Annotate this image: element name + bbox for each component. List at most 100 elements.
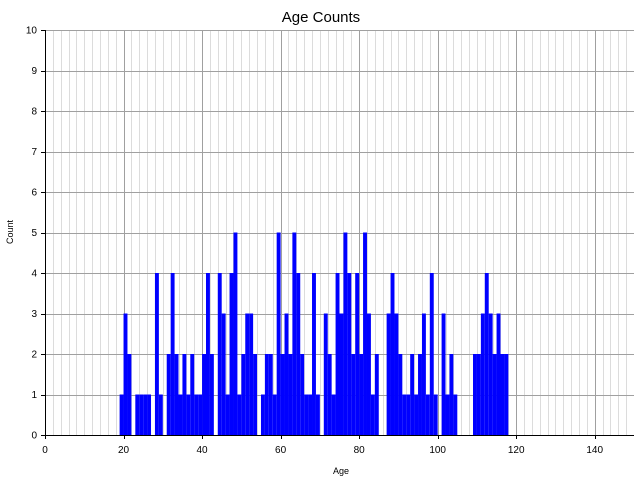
histogram-bar <box>143 394 148 435</box>
histogram-bar <box>492 354 497 435</box>
histogram-bar <box>260 394 265 435</box>
x-tick-label: 120 <box>508 445 525 456</box>
histogram-bar <box>374 354 379 435</box>
histogram-bar <box>154 273 159 435</box>
histogram-bar <box>264 354 269 435</box>
x-tick-label: 0 <box>42 445 48 456</box>
y-tick-label: 8 <box>31 107 37 118</box>
histogram-bar <box>174 354 179 435</box>
histogram-bar <box>484 273 489 435</box>
x-tick-labels: 0 20 40 60 80 100 120 140 <box>42 435 604 456</box>
x-tick-label: 80 <box>354 445 366 456</box>
y-tick-labels: 0 1 2 3 4 5 6 7 8 9 10 <box>26 26 45 442</box>
histogram-bar <box>284 313 289 435</box>
histogram-bar <box>233 232 238 435</box>
histogram-bar <box>119 394 124 435</box>
histogram-bar <box>327 354 332 435</box>
histogram-bar <box>209 354 214 435</box>
histogram-bar <box>441 313 446 435</box>
histogram-bar <box>241 354 246 435</box>
histogram-bar <box>135 394 140 435</box>
histogram-bar <box>394 313 399 435</box>
histogram-bar <box>406 394 411 435</box>
histogram-bar <box>190 354 195 435</box>
histogram-bar <box>355 273 360 435</box>
y-tick-label: 7 <box>31 147 37 158</box>
bars <box>119 232 509 435</box>
x-tick-label: 40 <box>197 445 209 456</box>
histogram-bar <box>139 394 144 435</box>
histogram-bar <box>351 354 356 435</box>
histogram-bar <box>280 354 285 435</box>
histogram-bar <box>449 354 454 435</box>
x-axis-label: Age <box>333 466 349 476</box>
histogram-bar <box>127 354 132 435</box>
histogram-bar <box>323 313 328 435</box>
histogram-bar <box>221 313 226 435</box>
histogram-bar <box>480 313 485 435</box>
histogram-bar <box>386 313 391 435</box>
x-tick-label: 140 <box>586 445 603 456</box>
histogram-bar <box>272 394 277 435</box>
histogram-bar <box>418 354 422 435</box>
histogram-bar <box>205 273 210 435</box>
histogram-bar <box>300 354 305 435</box>
x-tick-label: 60 <box>275 445 287 456</box>
histogram-bar <box>429 273 434 435</box>
y-tick-label: 0 <box>31 431 37 442</box>
y-tick-label: 4 <box>31 269 37 280</box>
histogram-bar <box>308 394 313 435</box>
histogram-bar <box>476 354 481 435</box>
histogram-bar <box>343 232 348 435</box>
y-tick-label: 9 <box>31 66 37 77</box>
histogram-bar <box>166 354 171 435</box>
histogram-bar <box>123 313 128 435</box>
y-axis-label: Count <box>5 220 15 245</box>
histogram-bar <box>245 313 250 435</box>
histogram-bar <box>253 354 258 435</box>
histogram-bar <box>433 394 438 435</box>
histogram-bar <box>178 394 183 435</box>
histogram-bar <box>194 394 199 435</box>
histogram-bar <box>496 313 501 435</box>
x-tick-label: 20 <box>118 445 130 456</box>
histogram-bar <box>347 273 352 435</box>
histogram-bar <box>225 394 230 435</box>
histogram-bar <box>304 394 309 435</box>
y-tick-label: 1 <box>31 390 37 401</box>
histogram-bar <box>398 354 403 435</box>
histogram-bar <box>363 232 367 435</box>
histogram-bar <box>276 232 281 435</box>
histogram-bar <box>229 273 234 435</box>
histogram-bar <box>390 273 395 435</box>
x-tick-label: 100 <box>429 445 446 456</box>
histogram-bar <box>414 394 419 435</box>
histogram-bar <box>453 394 458 435</box>
histogram-bar <box>296 273 301 435</box>
y-tick-label: 3 <box>31 309 37 320</box>
histogram-bar <box>315 394 320 435</box>
histogram-bar <box>288 354 293 435</box>
histogram-bar <box>202 354 206 435</box>
histogram-bar <box>359 354 364 435</box>
histogram-bar <box>335 273 340 435</box>
histogram-bar <box>198 394 203 435</box>
histogram-bar <box>217 273 222 435</box>
y-tick-label: 5 <box>31 228 37 239</box>
histogram-bar <box>488 313 493 435</box>
histogram-bar <box>182 354 187 435</box>
y-tick-label: 6 <box>31 188 37 199</box>
histogram-bar <box>312 273 316 435</box>
histogram-bar <box>504 354 509 435</box>
histogram-bar <box>292 232 297 435</box>
histogram-bar <box>410 354 415 435</box>
histogram-bar <box>268 354 273 435</box>
histogram-bar <box>445 394 450 435</box>
chart-title: Age Counts <box>282 9 360 26</box>
histogram-bar <box>425 394 430 435</box>
histogram-bar <box>500 354 505 435</box>
histogram-bar <box>473 354 477 435</box>
histogram-bar <box>147 394 152 435</box>
histogram-bar <box>237 394 242 435</box>
histogram-bar <box>402 394 407 435</box>
